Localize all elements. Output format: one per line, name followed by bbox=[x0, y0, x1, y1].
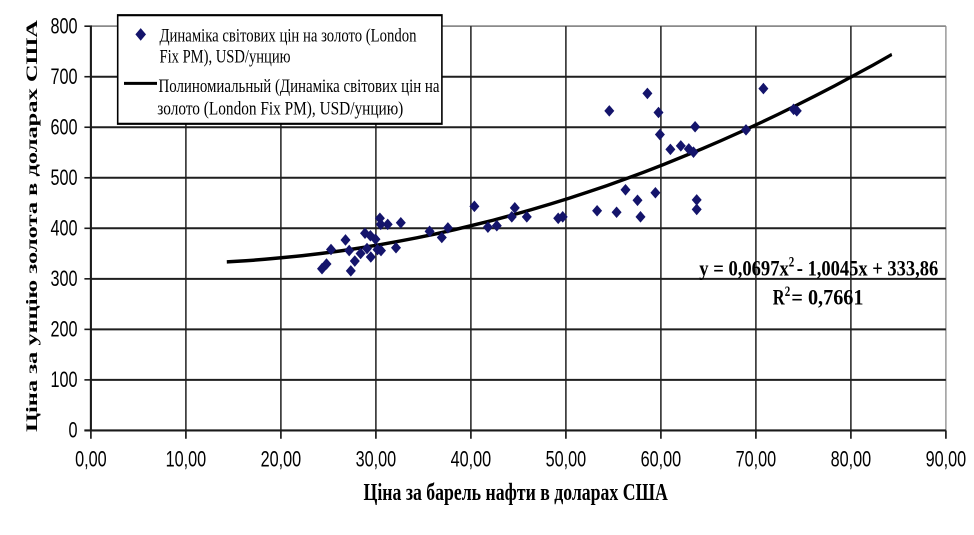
svg-text:400: 400 bbox=[50, 217, 77, 241]
svg-text:30,00: 30,00 bbox=[356, 448, 397, 472]
svg-text:60,00: 60,00 bbox=[641, 448, 682, 472]
svg-text:800: 800 bbox=[50, 15, 77, 39]
svg-text:золото (London Fix PM), USD/ун: золото (London Fix PM), USD/унцию) bbox=[157, 98, 403, 120]
svg-text:- 1,0045x + 333,86: - 1,0045x + 333,86 bbox=[797, 257, 939, 281]
svg-text:y = 0,0697x: y = 0,0697x bbox=[699, 257, 789, 281]
svg-text:Ціна за барель нафти в доларах: Ціна за барель нафти в доларах США bbox=[364, 478, 669, 505]
svg-text:0,00: 0,00 bbox=[75, 448, 107, 472]
svg-text:Fix PM), USD/унцию: Fix PM), USD/унцию bbox=[160, 45, 291, 67]
svg-text:50,00: 50,00 bbox=[546, 448, 587, 472]
svg-text:200: 200 bbox=[50, 318, 77, 342]
svg-text:600: 600 bbox=[50, 116, 77, 140]
svg-text:Полиномиальный (Динаміка світо: Полиномиальный (Динаміка світових цін на bbox=[159, 75, 441, 97]
svg-text:100: 100 bbox=[50, 369, 77, 393]
svg-text:500: 500 bbox=[50, 167, 77, 191]
svg-text:40,00: 40,00 bbox=[451, 448, 492, 472]
svg-text:Динаміка світових цін на золот: Динаміка світових цін на золото (London bbox=[160, 25, 417, 47]
svg-text:0: 0 bbox=[68, 420, 77, 444]
svg-text:R: R bbox=[773, 287, 786, 311]
svg-text:20,00: 20,00 bbox=[261, 448, 302, 472]
svg-text:Ціна за унцію золота в доларах: Ціна за унцію золота в доларах США bbox=[23, 20, 41, 432]
svg-text:= 0,7661: = 0,7661 bbox=[791, 287, 863, 311]
svg-text:2: 2 bbox=[789, 253, 794, 270]
svg-text:90,00: 90,00 bbox=[926, 448, 967, 472]
svg-text:2: 2 bbox=[785, 282, 790, 299]
svg-text:80,00: 80,00 bbox=[831, 448, 872, 472]
svg-text:70,00: 70,00 bbox=[736, 448, 777, 472]
svg-text:700: 700 bbox=[50, 66, 77, 90]
svg-text:10,00: 10,00 bbox=[166, 448, 207, 472]
svg-text:300: 300 bbox=[50, 268, 77, 292]
